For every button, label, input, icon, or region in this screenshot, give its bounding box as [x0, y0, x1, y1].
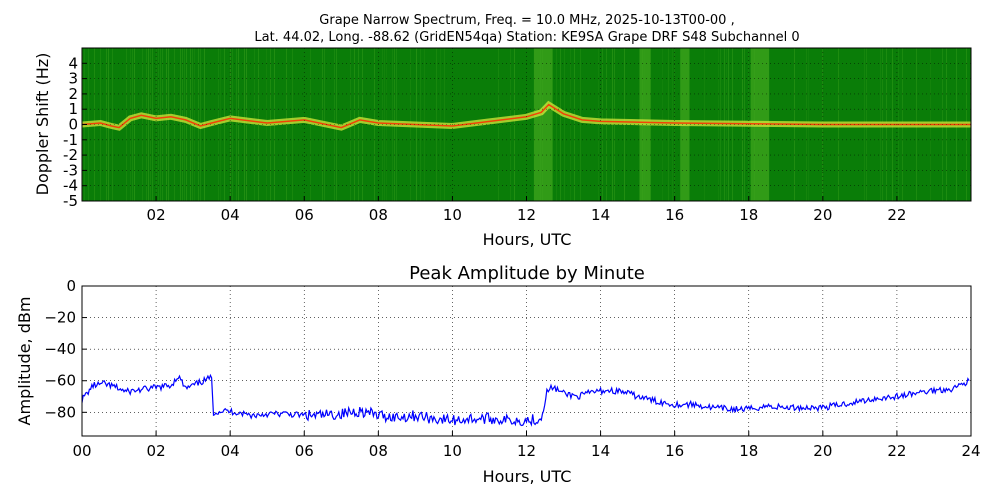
x-tick-label: 04: [221, 442, 240, 460]
y-tick-label: 3: [68, 70, 78, 88]
x-tick-label: 06: [295, 442, 314, 460]
y-tick-label: -3: [63, 161, 78, 179]
noise-streak: [220, 48, 221, 201]
y-tick-label: -2: [63, 146, 78, 164]
noise-streak: [560, 48, 561, 201]
x-tick-label: 16: [665, 442, 684, 460]
x-tick-label: 02: [147, 442, 166, 460]
noise-streak: [292, 48, 293, 201]
chart-title-line-1: Grape Narrow Spectrum, Freq. = 10.0 MHz,…: [319, 13, 735, 28]
noise-streak: [236, 48, 237, 201]
spectrogram-y-axis-label: Doppler Shift (Hz): [33, 53, 52, 196]
bright-band: [533, 48, 553, 201]
x-tick-label: 08: [369, 442, 388, 460]
x-tick-label: 12: [517, 206, 536, 224]
chart-title-line-2: Lat. 44.02, Long. -88.62 (GridEN54qa) St…: [254, 30, 800, 45]
y-tick-label: 4: [68, 54, 78, 72]
noise-streak: [156, 48, 157, 201]
x-tick-label: 16: [665, 206, 684, 224]
x-tick-label: 24: [961, 442, 980, 460]
x-tick-label: 06: [295, 206, 314, 224]
y-tick-label: 2: [68, 85, 78, 103]
x-tick-label: 18: [739, 206, 758, 224]
noise-streak: [232, 48, 233, 201]
x-tick-label: 14: [591, 442, 610, 460]
y-tick-label: 0: [68, 116, 78, 134]
amplitude-x-ticks: 00 02 04 06 08 10 12 14 16 18 20 22 24: [72, 431, 981, 460]
amplitude-x-axis-label: Hours, UTC: [483, 467, 572, 486]
y-tick-label: −40: [44, 340, 76, 358]
doppler-trace-peak: [82, 103, 971, 129]
noise-streak: [152, 48, 153, 201]
y-tick-label: -1: [63, 131, 78, 149]
doppler-trace-group: [82, 100, 971, 131]
noise-streak: [564, 48, 565, 201]
spectrogram-x-ticks: 02 04 06 08 10 12 14 16 18 20 22: [147, 196, 906, 224]
x-tick-label: 22: [887, 442, 906, 460]
noise-streak: [224, 48, 225, 201]
x-tick-label: 12: [517, 442, 536, 460]
amplitude-series-line: [82, 373, 970, 427]
y-tick-label: -4: [63, 177, 78, 195]
x-tick-label: 10: [443, 206, 462, 224]
y-tick-label: −60: [44, 372, 76, 390]
noise-streak: [132, 48, 133, 201]
x-tick-label: 18: [739, 442, 758, 460]
noise-streak: [244, 48, 245, 201]
noise-streak: [552, 48, 553, 201]
x-tick-label: 04: [221, 206, 240, 224]
x-tick-label: 20: [813, 206, 832, 224]
y-tick-label: 1: [68, 100, 78, 118]
noise-streak: [580, 48, 581, 201]
y-tick-label: 0: [66, 277, 76, 295]
x-tick-label: 02: [147, 206, 166, 224]
y-tick-label: -5: [63, 192, 78, 210]
x-tick-label: 22: [887, 206, 906, 224]
noise-streak: [184, 48, 185, 201]
amplitude-y-axis-label: Amplitude, dBm: [15, 297, 34, 426]
x-tick-label: 08: [369, 206, 388, 224]
amplitude-y-ticks: 0 −20 −40 −60 −80: [44, 277, 87, 421]
noise-streak: [168, 48, 169, 201]
y-tick-label: −20: [44, 309, 76, 327]
noise-streak: [180, 48, 181, 201]
amplitude-chart-title: Peak Amplitude by Minute: [409, 263, 645, 284]
noise-streak: [160, 48, 161, 201]
noise-streak: [556, 48, 557, 201]
x-tick-label: 20: [813, 442, 832, 460]
noise-streak: [148, 48, 149, 201]
x-tick-label: 10: [443, 442, 462, 460]
x-tick-label: 00: [72, 442, 91, 460]
amplitude-panel: Peak Amplitude by Minute 00 02 04 06 08 10 12 1…: [15, 263, 981, 486]
y-tick-label: −80: [44, 403, 76, 421]
x-tick-label: 14: [591, 206, 610, 224]
spectrogram-x-axis-label: Hours, UTC: [483, 230, 572, 249]
